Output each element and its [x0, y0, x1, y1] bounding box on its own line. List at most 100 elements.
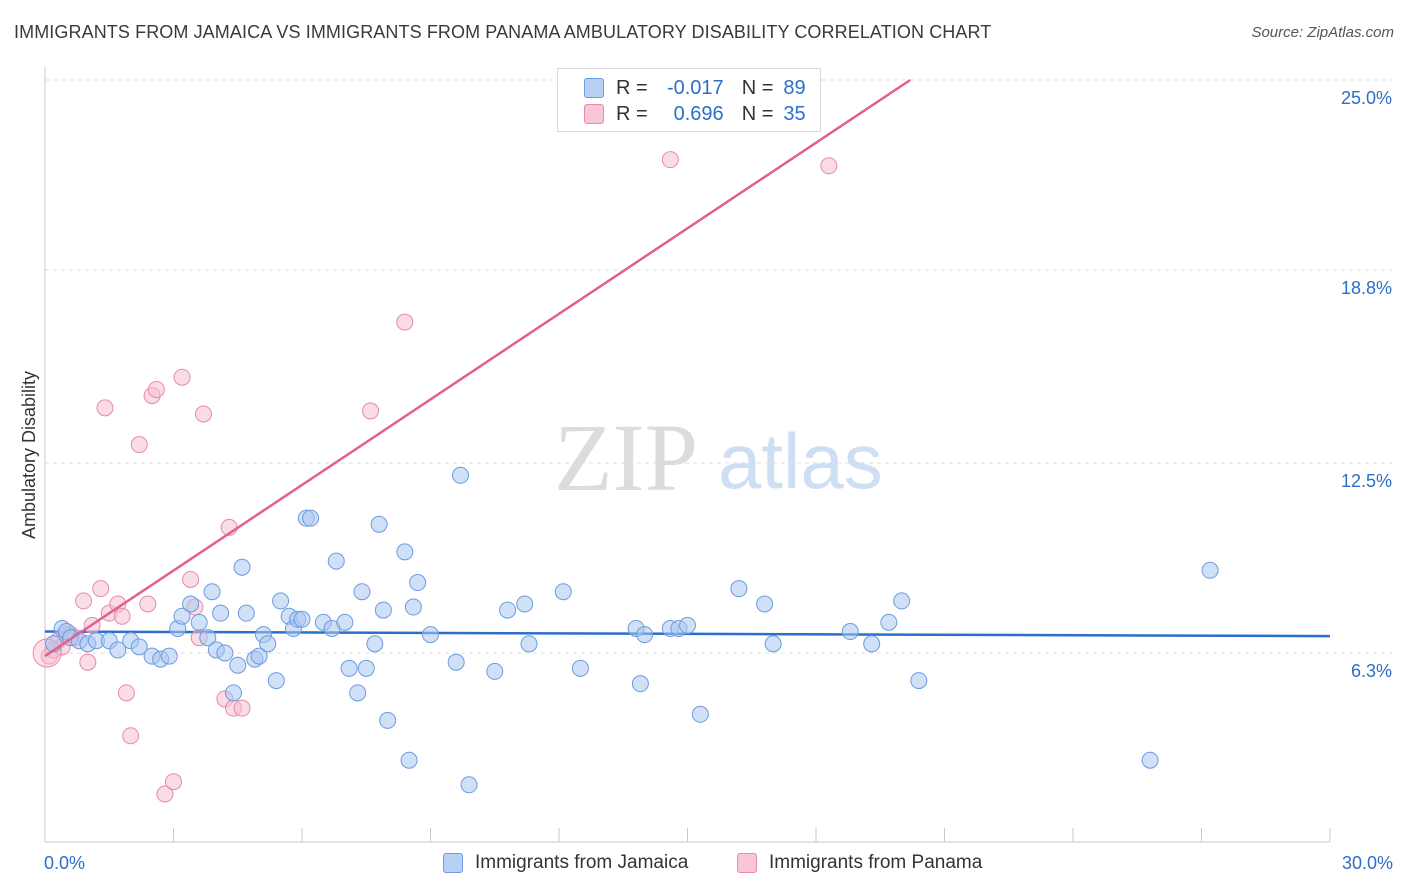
legend-n-value-panama: 35 [783, 102, 806, 125]
point-panama [820, 157, 838, 175]
point-panama [79, 653, 97, 671]
point-jamaica [893, 592, 911, 610]
legend-swatch-jamaica [584, 78, 604, 98]
point-panama [661, 151, 679, 169]
point-panama [147, 380, 165, 398]
point-jamaica [212, 604, 230, 622]
point-jamaica [366, 635, 384, 653]
point-jamaica [1201, 561, 1219, 579]
point-jamaica [880, 613, 898, 631]
point-jamaica [203, 583, 221, 601]
point-jamaica [267, 672, 285, 690]
y-axis-label: Ambulatory Disability [19, 371, 39, 539]
legend-row-panama: R = 0.696 N = 35 [584, 101, 806, 127]
point-jamaica [353, 583, 371, 601]
point-jamaica [404, 598, 422, 616]
legend-n-label: N = [741, 76, 774, 99]
y-tick-labels: 6.3% 12.5% 18.8% 25.0% [1341, 88, 1392, 681]
watermark-zip: ZIP [554, 404, 698, 511]
legend-r-value-panama: 0.696 [673, 102, 724, 125]
point-jamaica [233, 558, 251, 576]
point-jamaica [516, 595, 534, 613]
point-jamaica [460, 776, 478, 794]
trend-line-panama [44, 78, 911, 658]
series-name-panama: Immigrants from Panama [769, 852, 983, 873]
point-jamaica [190, 613, 208, 631]
point-jamaica [272, 592, 290, 610]
point-jamaica [863, 635, 881, 653]
point-jamaica [730, 580, 748, 598]
point-jamaica [679, 616, 696, 634]
point-jamaica [357, 659, 375, 677]
point-panama [122, 727, 140, 745]
point-jamaica [691, 705, 709, 723]
axes [44, 67, 1331, 843]
watermark: ZIP atlas [554, 404, 883, 511]
point-jamaica [841, 623, 859, 641]
trend-panama [44, 78, 911, 658]
x-tick-label: 30.0% [1342, 853, 1393, 873]
point-panama [156, 785, 174, 803]
y-tick-label: 25.0% [1341, 88, 1392, 108]
point-jamaica [554, 583, 572, 601]
point-panama [165, 773, 182, 791]
point-jamaica [259, 635, 277, 653]
x-tick-label: 0.0% [44, 853, 85, 873]
point-panama [362, 402, 380, 420]
series-legend-jamaica[interactable]: Immigrants from Jamaica [443, 852, 688, 874]
point-jamaica [182, 595, 200, 613]
chart-title: IMMIGRANTS FROM JAMAICA VS IMMIGRANTS FR… [14, 22, 992, 42]
legend-swatch-panama [584, 104, 604, 124]
point-jamaica [173, 607, 191, 625]
legend-r-value-jamaica: -0.017 [666, 76, 724, 99]
point-jamaica [199, 629, 217, 647]
point-panama [173, 368, 191, 386]
point-jamaica [910, 672, 928, 690]
point-jamaica [400, 751, 418, 769]
point-jamaica [756, 595, 774, 613]
series-legend: Immigrants from Jamaica Immigrants from … [0, 852, 1406, 878]
point-jamaica [349, 684, 367, 702]
series-swatch-jamaica [443, 853, 463, 873]
point-jamaica [636, 626, 654, 644]
point-jamaica [216, 644, 234, 662]
point-jamaica [250, 647, 268, 665]
point-panama [117, 684, 135, 702]
point-jamaica [229, 656, 247, 674]
point-jamaica [631, 675, 649, 693]
point-jamaica [130, 638, 148, 656]
point-jamaica [302, 509, 320, 527]
gridlines [45, 79, 1392, 654]
point-jamaica [327, 552, 345, 570]
point-panama [92, 580, 110, 598]
y-tick-label: 12.5% [1341, 471, 1392, 491]
point-jamaica [340, 659, 358, 677]
legend-row-jamaica: R = -0.017 N = 89 [584, 75, 806, 101]
point-panama [96, 399, 114, 417]
source-label: Source: ZipAtlas.com [1251, 24, 1394, 41]
point-panama [130, 436, 148, 454]
point-jamaica [293, 610, 311, 628]
point-jamaica [224, 684, 242, 702]
point-panama [139, 595, 157, 613]
point-jamaica [379, 711, 397, 729]
points-panama [32, 151, 838, 803]
point-jamaica [109, 641, 127, 659]
point-jamaica [1141, 751, 1159, 769]
point-panama [194, 405, 212, 423]
point-jamaica [520, 635, 538, 653]
point-panama [396, 313, 414, 331]
point-jamaica [499, 601, 517, 619]
point-jamaica [422, 626, 439, 644]
legend-r-label: R = [616, 102, 648, 125]
legend-n-value-jamaica: 89 [783, 76, 806, 99]
point-panama [75, 592, 93, 610]
series-legend-panama[interactable]: Immigrants from Panama [737, 852, 982, 874]
points-jamaica [45, 466, 1219, 794]
point-jamaica [237, 604, 255, 622]
series-name-jamaica: Immigrants from Jamaica [475, 852, 689, 873]
point-jamaica [447, 653, 465, 671]
legend-r-label: R = [616, 76, 648, 99]
y-tick-label: 6.3% [1351, 661, 1392, 681]
point-jamaica [764, 635, 782, 653]
